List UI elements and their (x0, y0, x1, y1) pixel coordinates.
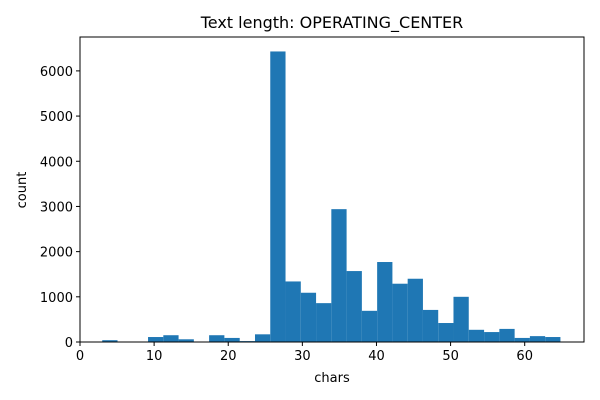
x-tick-label: 10 (146, 349, 163, 364)
x-tick-label: 50 (442, 349, 459, 364)
histogram-bar (300, 292, 317, 342)
histogram-bar (361, 310, 378, 342)
y-tick-label: 5000 (40, 110, 73, 125)
histogram-bar (392, 283, 408, 342)
histogram-bar (484, 332, 500, 342)
x-axis-ticks: 0 10 20 30 40 50 60 (76, 342, 533, 364)
y-tick-label: 3000 (40, 200, 73, 215)
y-tick-label: 1000 (40, 291, 73, 306)
histogram-bar (499, 328, 515, 342)
x-tick-label: 20 (220, 349, 237, 364)
histogram-bar (545, 337, 561, 342)
histogram-bar (438, 323, 454, 342)
histogram-bar (163, 335, 179, 342)
histogram-bar (224, 337, 240, 342)
x-tick-label: 30 (294, 349, 311, 364)
histogram-bar (331, 209, 347, 342)
plot-frame (79, 36, 585, 343)
histogram-bar (102, 340, 118, 342)
x-axis-label: chars (314, 371, 350, 386)
histogram-bar (422, 309, 439, 342)
y-axis-label: count (15, 172, 30, 209)
x-tick-label: 0 (76, 349, 84, 364)
y-tick-label: 0 (65, 336, 73, 351)
chart-title: Text length: OPERATING_CENTER (200, 13, 464, 33)
histogram-bar (270, 51, 286, 343)
histogram-bar (209, 335, 225, 342)
histogram-bar (377, 262, 393, 342)
x-tick-label: 40 (368, 349, 385, 364)
bars-layer (102, 51, 561, 343)
x-tick-label: 60 (516, 349, 533, 364)
histogram-bar (529, 336, 546, 342)
histogram-bar (148, 337, 164, 342)
histogram-bar (254, 334, 271, 342)
histogram-bar (285, 281, 301, 342)
histogram-bar (316, 303, 332, 342)
histogram-bar (407, 278, 423, 342)
histogram-bar (468, 329, 485, 342)
y-axis-ticks: 0 1000 2000 3000 4000 5000 6000 (40, 65, 80, 351)
histogram-bar (514, 337, 530, 342)
histogram-bar (346, 271, 362, 342)
y-tick-label: 2000 (40, 246, 73, 261)
histogram-bar (453, 296, 469, 342)
histogram-bar (178, 339, 194, 342)
y-tick-label: 4000 (40, 155, 73, 170)
y-tick-label: 6000 (40, 65, 73, 80)
